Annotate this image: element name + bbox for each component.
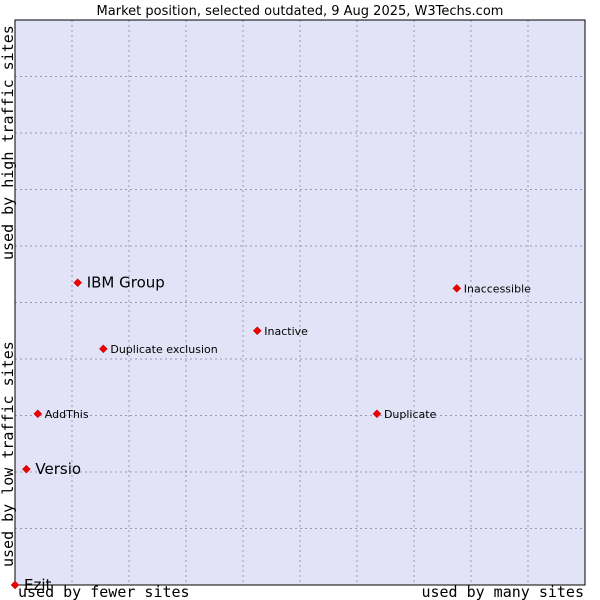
data-point-marker (73, 278, 83, 288)
data-point-marker (372, 409, 382, 419)
y-axis-label-top: used by high traffic sites (0, 25, 17, 260)
data-point-label: Duplicate (384, 408, 437, 421)
data-point-label: Ezit (24, 576, 52, 594)
y-axis-label-bottom: used by low traffic sites (0, 341, 17, 567)
data-point-marker (22, 464, 31, 474)
data-point-label: IBM Group (87, 274, 165, 292)
grid-lines (15, 20, 585, 585)
data-point-label: Inaccessible (464, 282, 531, 295)
data-point-marker (452, 284, 462, 293)
data-point-marker (252, 326, 262, 336)
data-point-label: Duplicate exclusion (110, 343, 217, 356)
chart-title: Market position, selected outdated, 9 Au… (97, 4, 504, 19)
data-point-label: Inactive (264, 325, 308, 338)
data-point-marker (10, 580, 20, 590)
x-axis-label-right: used by many sites (421, 583, 584, 600)
plot-frame (14, 19, 586, 586)
data-point-marker (33, 409, 43, 419)
x-axis-label-left: used by fewer sites (18, 583, 190, 600)
data-point-label: Versio (35, 460, 81, 478)
data-points: IBM Group Inaccessible Inactive Duplicate e… (10, 274, 531, 594)
data-point-label: AddThis (45, 408, 89, 421)
data-point-marker (98, 344, 108, 354)
